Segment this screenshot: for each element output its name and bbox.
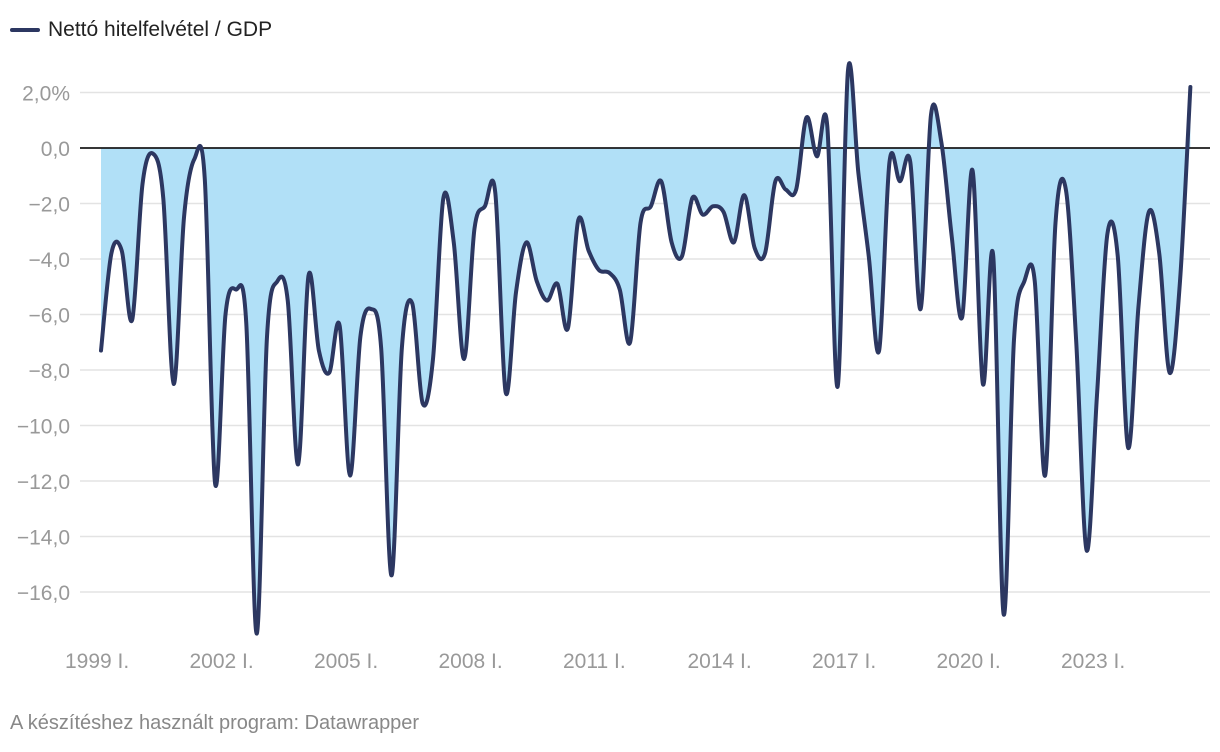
x-axis-ticks: 1999 I. 2002 I. 2005 I. 2008 I. 2011 I. 2014 …: [65, 650, 1125, 673]
chart: 2,0% 0,0 −2,0 −4,0 −6,0 −8,0 −10,0 −12,0 −14,0 −1…: [17, 61, 1210, 673]
y-tick-label: −16,0: [17, 582, 70, 605]
x-tick-label: 2020 I.: [937, 650, 1001, 673]
y-tick-label: −10,0: [17, 416, 70, 439]
legend: Nettó hitelfelvétel / GDP: [10, 16, 272, 44]
x-tick-label: 1999 I.: [65, 650, 129, 673]
legend-swatch: [10, 28, 40, 32]
y-tick-label: −12,0: [17, 471, 70, 494]
footer-credit: A készítéshez használt program: Datawrap…: [10, 712, 420, 734]
x-tick-label: 2002 I.: [190, 650, 254, 673]
y-tick-label: 2,0%: [22, 83, 70, 106]
series-line: [99, 61, 1193, 636]
y-tick-label: −6,0: [29, 305, 70, 328]
x-tick-label: 2011 I.: [563, 650, 626, 673]
y-tick-label: −2,0: [29, 194, 70, 217]
x-tick-label: 2017 I.: [812, 650, 876, 673]
x-tick-label: 2005 I.: [314, 650, 378, 673]
y-axis-ticks: 2,0% 0,0 −2,0 −4,0 −6,0 −8,0 −10,0 −12,0 −14,0 −1…: [17, 83, 70, 606]
y-tick-label: −14,0: [17, 527, 70, 550]
y-tick-label: 0,0: [41, 138, 70, 161]
y-tick-label: −4,0: [29, 249, 70, 272]
line-layer: [99, 61, 1193, 636]
x-tick-label: 2023 I.: [1061, 650, 1125, 673]
series-area: [101, 63, 1191, 634]
legend-label: Nettó hitelfelvétel / GDP: [48, 18, 273, 41]
x-tick-label: 2008 I.: [439, 650, 503, 673]
area-layer: [101, 63, 1191, 634]
y-tick-label: −8,0: [29, 360, 70, 383]
x-tick-label: 2014 I.: [688, 650, 752, 673]
